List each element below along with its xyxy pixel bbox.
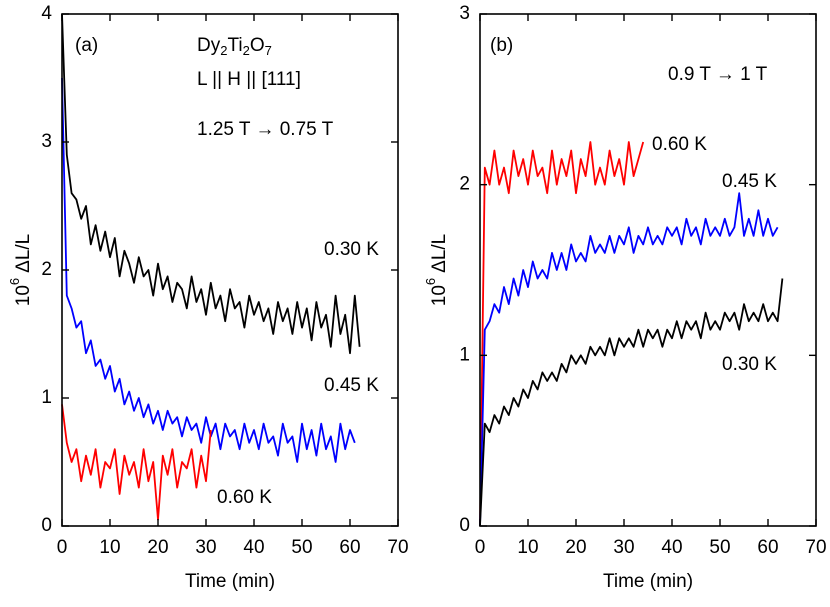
y-tick-label: 0	[41, 515, 52, 536]
series-label: 0.45 K	[324, 375, 379, 396]
data-line	[61, 404, 212, 521]
annotation: 0.9 T → 1 T	[668, 64, 768, 85]
y-axis-label: 106 ΔL/L	[423, 234, 450, 306]
data-line	[479, 278, 784, 527]
data-line	[479, 192, 779, 527]
x-tick-label: 70	[805, 537, 826, 558]
x-tick-label: 40	[243, 537, 264, 558]
plot-frame	[479, 13, 817, 527]
y-label-part: 10	[13, 285, 34, 306]
series-label: 0.30 K	[324, 239, 379, 260]
subscript: 2	[243, 43, 250, 58]
annotation: 1.25 T → 0.75 T	[197, 119, 334, 140]
annotation: L || H || [111]	[197, 69, 301, 90]
y-tick-label: 4	[41, 3, 52, 24]
x-tick-label: 20	[565, 537, 586, 558]
element: Ti	[227, 35, 242, 56]
data-line	[61, 77, 356, 463]
y-label-part: 10	[429, 285, 450, 306]
y-label-part: ΔL/L	[13, 234, 34, 273]
y-tick-label: 3	[459, 3, 470, 24]
y-tick-label: 0	[459, 515, 470, 536]
series-label: 0.60 K	[217, 487, 272, 508]
x-tick-label: 0	[475, 537, 486, 558]
data-line	[479, 141, 645, 527]
x-tick-label: 0	[57, 537, 68, 558]
x-tick-label: 30	[195, 537, 216, 558]
y-tick-label: 2	[41, 259, 52, 280]
y-tick-label: 3	[41, 131, 52, 152]
annotation: (b)	[490, 35, 513, 56]
plot-frame	[61, 13, 399, 527]
x-tick-label: 20	[147, 537, 168, 558]
x-tick-label: 30	[613, 537, 634, 558]
y-label-part: ΔL/L	[429, 234, 450, 273]
x-tick-label: 60	[339, 537, 360, 558]
y-tick-label: 1	[41, 387, 52, 408]
series-label: 0.30 K	[722, 354, 777, 375]
x-tick-label: 50	[709, 537, 730, 558]
x-axis-label: Time (min)	[185, 571, 275, 592]
annotation: (a)	[75, 35, 98, 56]
subscript: 7	[265, 43, 272, 58]
x-tick-label: 40	[661, 537, 682, 558]
x-tick-label: 60	[757, 537, 778, 558]
x-tick-label: 70	[387, 537, 408, 558]
y-tick-label: 1	[459, 344, 470, 365]
element: Dy	[197, 35, 221, 56]
x-tick-label: 10	[99, 537, 120, 558]
element: O	[250, 35, 265, 56]
y-label-sup: 6	[7, 278, 22, 285]
x-axis-label: Time (min)	[603, 571, 693, 592]
data-line	[61, 13, 361, 355]
compound-label: Dy2Ti2O7	[197, 35, 272, 58]
y-axis-label: 106 ΔL/L	[7, 234, 34, 306]
subscript: 2	[220, 43, 227, 58]
x-tick-label: 10	[517, 537, 538, 558]
x-tick-label: 50	[291, 537, 312, 558]
series-label: 0.45 K	[722, 171, 777, 192]
series-label: 0.60 K	[652, 134, 707, 155]
y-tick-label: 2	[459, 174, 470, 195]
y-label-sup: 6	[423, 278, 438, 285]
